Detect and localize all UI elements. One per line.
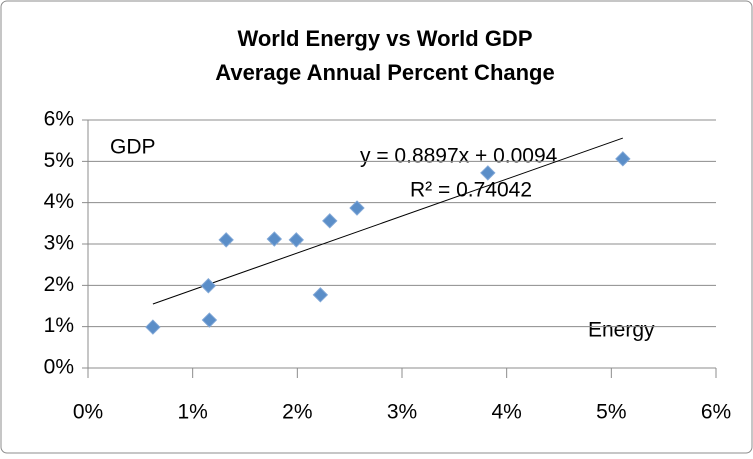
x-tick-label: 2% (282, 401, 312, 424)
annotation: y = 0.8897x + 0.0094 (360, 145, 558, 168)
y-tick-label: 2% (44, 273, 74, 296)
y-tick-label: 6% (44, 108, 74, 131)
x-tick-label: 1% (177, 401, 207, 424)
chart-subtitle: Average Annual Percent Change (215, 60, 554, 85)
point (322, 213, 338, 229)
point (349, 200, 365, 216)
annotation: R² = 0.74042 (410, 179, 532, 202)
x-tick-label: 4% (491, 401, 521, 424)
point (218, 232, 234, 248)
x-tick-label: 6% (701, 401, 731, 424)
point (201, 312, 218, 328)
trendline (152, 137, 624, 305)
annotation: Energy (588, 319, 655, 342)
chart-title: World Energy vs World GDP (237, 26, 532, 51)
annotation: GDP (110, 136, 156, 159)
point (480, 165, 496, 181)
x-tick-label: 0% (73, 401, 103, 424)
point (145, 319, 161, 335)
y-tick-label: 5% (44, 149, 74, 172)
y-tick-label: 1% (44, 314, 74, 337)
x-tick-label: 5% (596, 401, 626, 424)
x-tick-label: 3% (387, 401, 417, 424)
y-tick-label: 3% (44, 232, 74, 255)
y-tick-label: 4% (44, 190, 74, 213)
point (266, 231, 283, 247)
point (288, 232, 304, 248)
point (312, 287, 329, 303)
point (615, 151, 631, 167)
y-tick-label: 0% (44, 356, 74, 379)
point (200, 278, 217, 294)
